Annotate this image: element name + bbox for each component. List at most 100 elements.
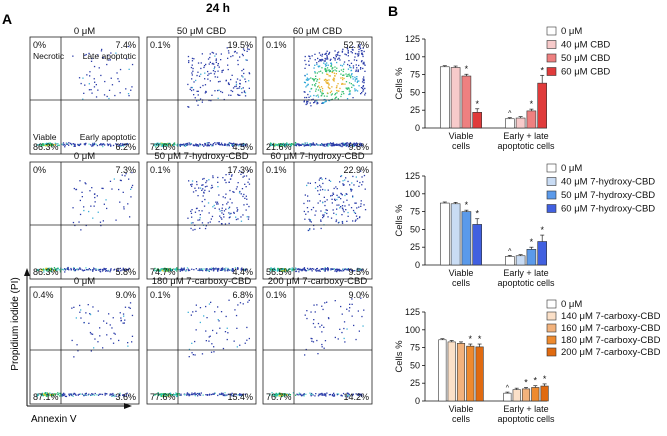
flow-dot — [324, 393, 326, 395]
flow-dot — [109, 324, 111, 326]
flow-dot — [231, 74, 233, 76]
flow-dot — [291, 270, 293, 272]
flow-dot — [344, 194, 346, 197]
flow-dot — [102, 269, 105, 271]
flow-dot — [269, 394, 271, 396]
flow-dot — [62, 395, 64, 397]
flow-dot — [187, 269, 190, 272]
flow-dot — [322, 202, 324, 204]
flow-dot — [329, 70, 331, 72]
flow-dot — [220, 311, 223, 313]
flow-dot — [274, 394, 277, 396]
flow-dot — [112, 144, 115, 147]
flow-dot — [308, 229, 311, 231]
flow-dot — [85, 312, 87, 314]
legend-label: 50 μM 7-hydroxy-CBD — [561, 190, 655, 201]
group-label-line2: cells — [452, 278, 471, 288]
flow-dot — [102, 143, 104, 146]
flow-dot — [218, 393, 221, 395]
flow-dot — [342, 83, 344, 85]
flow-dot — [63, 143, 65, 146]
flow-dot — [203, 66, 205, 69]
flow-dot — [194, 394, 196, 396]
flow-dot — [45, 143, 48, 145]
flow-dot — [194, 392, 196, 395]
flow-dot — [362, 85, 365, 87]
flow-dot — [328, 143, 330, 145]
flow-dot — [90, 333, 92, 335]
flow-dot — [272, 269, 274, 271]
flow-dot — [350, 51, 352, 53]
flow-dot — [322, 182, 324, 185]
flow-dot — [292, 269, 294, 271]
flow-dot — [234, 309, 236, 311]
flow-dot — [298, 145, 300, 147]
flow-dot — [110, 144, 112, 146]
flow-dot — [190, 184, 192, 186]
flow-dot — [313, 102, 315, 104]
flow-dot — [206, 180, 208, 182]
flow-dot — [74, 144, 76, 146]
flow-dot — [186, 392, 189, 394]
flow-dot — [190, 143, 193, 145]
flow-dot — [316, 144, 319, 146]
flow-dot — [329, 393, 332, 396]
flow-dot — [324, 394, 326, 396]
flow-dot — [206, 142, 208, 144]
flow-dot — [299, 144, 302, 146]
flow-y-axis-label: Propidium iodide (PI) — [10, 277, 21, 370]
flow-dot — [59, 395, 61, 397]
flow-dot — [57, 267, 59, 269]
flow-dot — [154, 143, 157, 145]
flow-dot — [89, 313, 92, 316]
flow-dot — [107, 55, 109, 57]
flow-dot — [233, 142, 235, 144]
flow-dot — [73, 143, 75, 145]
flow-dot — [131, 171, 133, 174]
flow-dot — [324, 267, 326, 270]
flow-dot — [111, 188, 113, 190]
flow-dot — [244, 393, 246, 395]
flow-dot — [322, 102, 324, 104]
flow-dot — [234, 50, 236, 53]
flow-dot — [102, 347, 104, 349]
flow-dot — [154, 394, 156, 396]
y-tick-label: 0 — [415, 260, 420, 270]
flow-dot — [80, 82, 82, 85]
flow-dot — [303, 393, 305, 396]
flow-dot — [37, 144, 39, 146]
flow-dot — [66, 142, 68, 145]
flow-panel-title: 0 μM — [74, 276, 95, 287]
flow-dot — [180, 143, 182, 146]
flow-dot — [227, 268, 229, 270]
flow-dot — [314, 72, 316, 74]
flow-dot — [282, 143, 284, 146]
flow-dot — [98, 393, 101, 395]
quadrant-upper-left-percent: 0.1% — [150, 290, 171, 300]
flow-dot — [120, 270, 122, 272]
flow-dot — [359, 181, 361, 184]
flow-dot — [208, 179, 210, 181]
flow-dot — [276, 270, 279, 272]
flow-dot — [230, 269, 232, 271]
flow-dot — [237, 304, 239, 306]
y-tick-label: 75 — [410, 343, 420, 353]
flow-dot — [205, 330, 207, 332]
flow-dot — [59, 269, 62, 271]
flow-dot — [346, 269, 349, 271]
flow-dot — [273, 144, 275, 146]
flow-dot — [340, 77, 342, 79]
flow-dot — [346, 98, 349, 100]
flow-dot — [325, 209, 327, 211]
flow-dot — [221, 269, 223, 271]
flow-panel-title: 180 μM 7-carboxy-CBD — [152, 276, 252, 287]
flow-dot — [231, 174, 233, 176]
flow-dot — [94, 392, 96, 395]
flow-dot — [40, 394, 42, 396]
flow-dot — [131, 63, 134, 66]
flow-dot — [118, 339, 120, 342]
flow-dot — [356, 143, 358, 145]
flow-dot — [348, 393, 350, 395]
flow-dot — [54, 142, 56, 144]
flow-dot — [243, 143, 245, 145]
